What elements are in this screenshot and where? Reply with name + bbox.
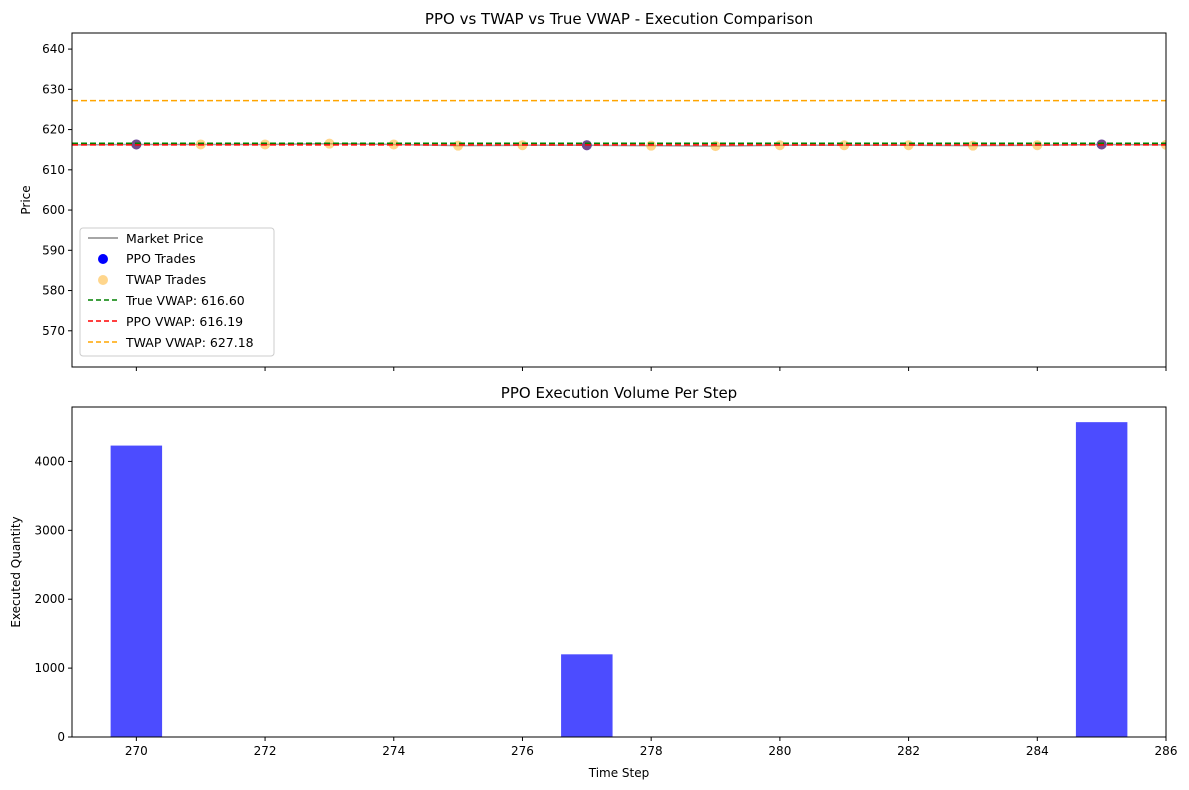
twap-trade-point [453, 140, 464, 151]
price-chart-frame [71, 32, 1167, 368]
price-chart-x-axis [135, 367, 1167, 371]
volume-y-tick-label: 3000 [34, 523, 65, 537]
price-chart: PPO vs TWAP vs True VWAP - Execution Com… [19, 10, 1167, 371]
volume-x-tick-label: 286 [1155, 744, 1178, 758]
volume-chart-y-axis: 0 1000 2000 3000 4000 [34, 454, 72, 744]
legend-true-vwap-label: True VWAP: 616.60 [125, 293, 245, 308]
legend-twap-trades-swatch [98, 275, 108, 285]
legend-ppo-vwap-label: PPO VWAP: 616.19 [126, 314, 243, 329]
price-y-tick-label: 640 [42, 42, 65, 56]
volume-x-tick-label: 276 [511, 744, 534, 758]
volume-y-tick-label: 4000 [34, 454, 65, 468]
legend-ppo-trades-swatch [98, 254, 108, 264]
price-chart-legend: Market Price PPO Trades TWAP Trades True… [79, 227, 275, 357]
volume-x-tick-label: 280 [768, 744, 791, 758]
twap-trade-point [388, 139, 399, 150]
volume-y-tick-label: 1000 [34, 661, 65, 675]
price-chart-title: PPO vs TWAP vs True VWAP - Execution Com… [425, 10, 813, 28]
volume-x-tick-label: 272 [254, 744, 277, 758]
volume-chart-ylabel: Executed Quantity [9, 516, 23, 627]
volume-bar [110, 445, 163, 737]
twap-trade-point [967, 140, 978, 151]
volume-chart-xlabel: Time Step [588, 766, 650, 780]
price-y-tick-label: 570 [42, 324, 65, 338]
volume-chart-x-axis: 270 272 274 276 278 280 282 284 286 [125, 737, 1178, 758]
volume-chart-plot-area [110, 422, 1128, 737]
price-y-tick-label: 590 [42, 243, 65, 257]
volume-y-tick-label: 0 [57, 730, 65, 744]
legend-market-price-label: Market Price [126, 231, 204, 246]
price-chart-ylabel: Price [19, 185, 33, 214]
volume-x-tick-label: 282 [897, 744, 920, 758]
legend-twap-vwap-label: TWAP VWAP: 627.18 [125, 335, 254, 350]
volume-chart-frame [71, 406, 1167, 738]
volume-y-tick-label: 2000 [34, 592, 65, 606]
legend-ppo-trades-label: PPO Trades [126, 251, 196, 266]
volume-x-tick-label: 274 [382, 744, 405, 758]
volume-chart-title: PPO Execution Volume Per Step [501, 384, 737, 402]
volume-x-tick-label: 284 [1026, 744, 1049, 758]
price-chart-y-axis: 570 580 590 600 610 620 630 640 [42, 42, 72, 338]
price-y-tick-label: 600 [42, 203, 65, 217]
volume-x-tick-label: 278 [640, 744, 663, 758]
volume-bar [561, 654, 613, 737]
price-y-tick-label: 620 [42, 123, 65, 137]
twap-trade-point [646, 140, 657, 151]
legend-twap-trades-label: TWAP Trades [125, 272, 206, 287]
price-y-tick-label: 610 [42, 163, 65, 177]
volume-bar [1075, 422, 1128, 737]
price-y-tick-label: 630 [42, 82, 65, 96]
price-chart-plot-area [72, 99, 1166, 152]
legend-box [79, 227, 275, 357]
price-y-tick-label: 580 [42, 284, 65, 298]
volume-x-tick-label: 270 [125, 744, 148, 758]
volume-chart: PPO Execution Volume Per Step Executed Q… [9, 384, 1177, 780]
